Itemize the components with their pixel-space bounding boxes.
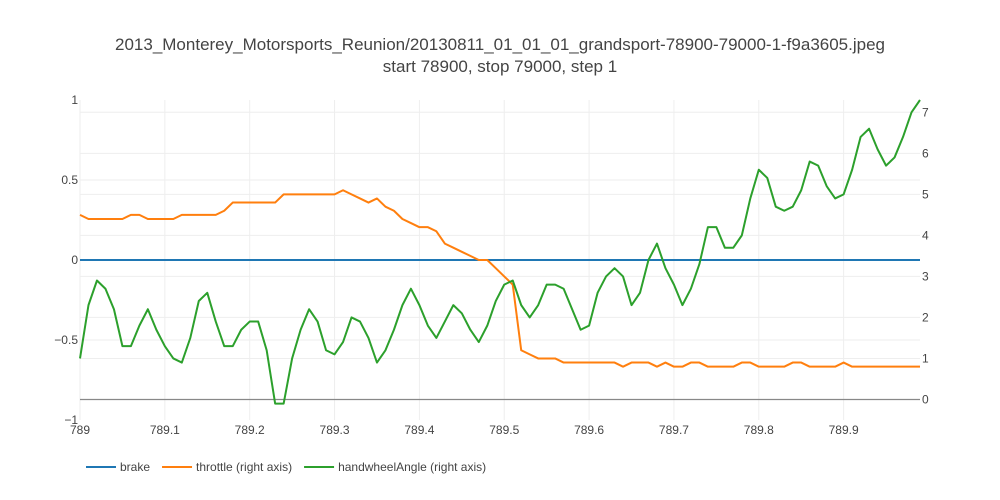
- legend-label: brake: [120, 460, 150, 474]
- x-tick-label: 789.2: [235, 423, 265, 437]
- x-tick-label: 789.8: [744, 423, 774, 437]
- legend: brake throttle (right axis) handwheelAngle…: [86, 460, 486, 474]
- chart-title: 2013_Monterey_Motorsports_Reunion/201308…: [115, 35, 885, 54]
- y-left-tick-label: 0.5: [61, 173, 78, 187]
- series-line-2: [79, 99, 921, 405]
- x-tick-label: 789.7: [659, 423, 689, 437]
- x-tick-label: 789.3: [320, 423, 350, 437]
- y-right-tick-label: 5: [922, 187, 929, 201]
- legend-label: throttle (right axis): [196, 460, 292, 474]
- y-right-tick-label: 2: [922, 310, 929, 324]
- x-tick-label: 789.9: [829, 423, 859, 437]
- grid: [79, 100, 920, 420]
- x-tick-label: 789.5: [489, 423, 519, 437]
- axes: 789 789.1 789.2 789.3 789.4 789.5 789.6 789.7 78…: [54, 93, 929, 437]
- series-line-1: [79, 189, 920, 368]
- y-right-tick-label: 7: [922, 105, 929, 119]
- y-left-tick-label: 0: [71, 253, 78, 267]
- y-left-tick-label: −0.5: [54, 333, 78, 347]
- x-tick-label: 789.6: [574, 423, 604, 437]
- y-right-tick-label: 0: [922, 392, 929, 406]
- y-right-tick-label: 6: [922, 146, 929, 160]
- y-left-tick-label: 1: [71, 93, 78, 107]
- plot-area: [79, 99, 921, 405]
- x-tick-label: 789.4: [404, 423, 434, 437]
- y-right-tick-label: 4: [922, 228, 929, 242]
- legend-label: handwheelAngle (right axis): [338, 460, 486, 474]
- y-left-tick-label: −1: [64, 413, 78, 427]
- x-tick-label: 789: [70, 423, 90, 437]
- chart-subtitle: start 78900, stop 79000, step 1: [383, 57, 617, 76]
- y-right-tick-label: 3: [922, 269, 929, 283]
- y-right-tick-label: 1: [922, 351, 929, 365]
- x-tick-label: 789.1: [150, 423, 180, 437]
